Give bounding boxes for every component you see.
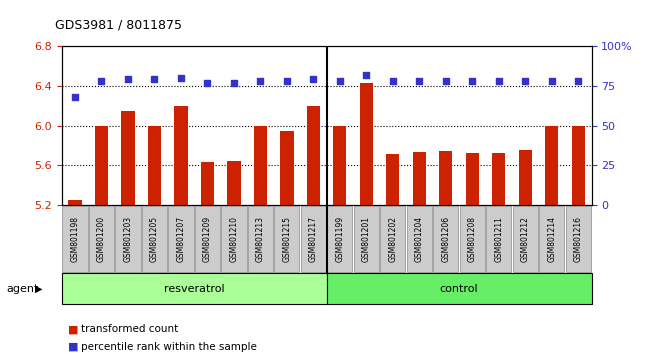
Point <box>255 78 266 84</box>
Point <box>547 78 557 84</box>
Text: transformed count: transformed count <box>81 324 179 334</box>
Point <box>467 78 478 84</box>
Text: GSM801202: GSM801202 <box>388 216 397 262</box>
Bar <box>148 126 161 205</box>
Bar <box>68 200 82 205</box>
Bar <box>307 106 320 205</box>
Bar <box>174 106 188 205</box>
Point <box>573 78 584 84</box>
Text: GSM801205: GSM801205 <box>150 216 159 262</box>
Text: GSM801212: GSM801212 <box>521 216 530 262</box>
Text: GSM801207: GSM801207 <box>176 216 185 262</box>
Point <box>493 78 504 84</box>
Bar <box>333 126 346 205</box>
Bar <box>359 83 373 205</box>
Point <box>96 78 107 84</box>
Point <box>123 76 133 82</box>
Point <box>176 75 186 81</box>
Point <box>520 78 530 84</box>
Bar <box>95 126 108 205</box>
Bar <box>519 150 532 205</box>
Text: control: control <box>440 284 478 293</box>
Bar <box>280 131 294 205</box>
Text: GSM801209: GSM801209 <box>203 216 212 262</box>
Point <box>202 80 213 85</box>
Point <box>70 94 80 100</box>
Text: GSM801217: GSM801217 <box>309 216 318 262</box>
Bar <box>122 111 135 205</box>
Bar <box>201 161 214 205</box>
Text: GSM801214: GSM801214 <box>547 216 556 262</box>
Point <box>414 78 424 84</box>
Bar <box>571 126 585 205</box>
Bar <box>439 150 452 205</box>
Text: GSM801199: GSM801199 <box>335 216 345 262</box>
Bar <box>492 153 506 205</box>
Bar <box>413 152 426 205</box>
Bar <box>386 154 400 205</box>
Text: GSM801203: GSM801203 <box>124 216 133 262</box>
Bar <box>227 160 240 205</box>
Bar <box>545 126 558 205</box>
Text: GSM801211: GSM801211 <box>494 216 503 262</box>
Point <box>335 78 345 84</box>
Point <box>308 76 318 82</box>
Point <box>441 78 451 84</box>
Bar <box>254 126 267 205</box>
Text: agent: agent <box>6 284 39 293</box>
Point <box>387 78 398 84</box>
Text: ■: ■ <box>68 324 79 334</box>
Point <box>150 76 160 82</box>
Text: GSM801206: GSM801206 <box>441 216 450 262</box>
Text: ▶: ▶ <box>35 284 43 293</box>
Bar <box>465 153 479 205</box>
Text: GSM801210: GSM801210 <box>229 216 239 262</box>
Point <box>361 72 372 78</box>
Text: GSM801198: GSM801198 <box>70 216 79 262</box>
Text: GSM801215: GSM801215 <box>282 216 291 262</box>
Text: GSM801216: GSM801216 <box>574 216 583 262</box>
Text: resveratrol: resveratrol <box>164 284 224 293</box>
Text: GSM801213: GSM801213 <box>256 216 265 262</box>
Text: GSM801204: GSM801204 <box>415 216 424 262</box>
Point <box>281 78 292 84</box>
Text: GSM801201: GSM801201 <box>362 216 371 262</box>
Text: GSM801208: GSM801208 <box>468 216 477 262</box>
Text: GSM801200: GSM801200 <box>97 216 106 262</box>
Text: GDS3981 / 8011875: GDS3981 / 8011875 <box>55 19 182 32</box>
Point <box>229 80 239 85</box>
Text: percentile rank within the sample: percentile rank within the sample <box>81 342 257 352</box>
Text: ■: ■ <box>68 342 79 352</box>
